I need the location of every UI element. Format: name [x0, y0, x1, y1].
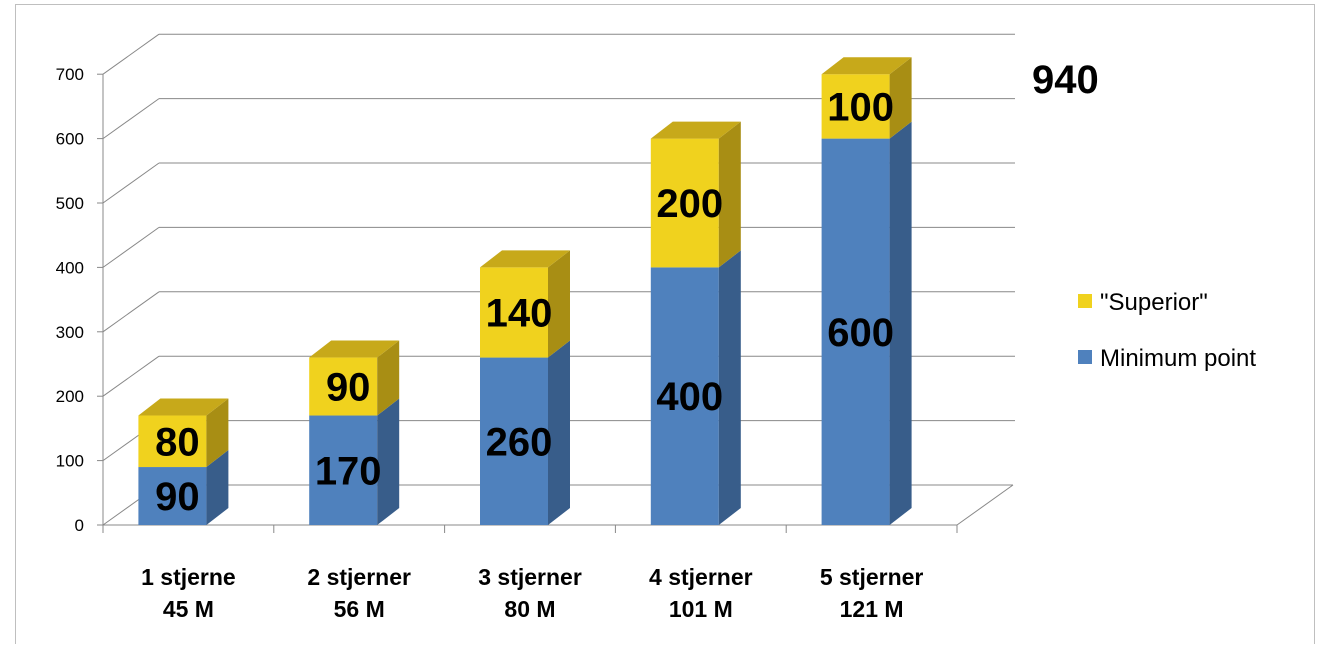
bar-front [138, 467, 207, 525]
bar-side [548, 340, 570, 525]
bar-side [206, 398, 229, 468]
data-labels: 90 80 170 90 260 140 400 200 600 100 [155, 85, 894, 519]
y-tick-label: 0 [75, 516, 84, 535]
x-category-label: 4 stjerner 101 M [649, 564, 753, 622]
bar-top [821, 57, 912, 75]
bar-front [821, 74, 890, 139]
grid-diagonal [102, 355, 160, 397]
x-category-label: 2 stjerner 56 M [307, 564, 411, 622]
bar-segment [480, 250, 570, 358]
legend-label-superior: "Superior" [1100, 289, 1208, 316]
bar-side [206, 450, 229, 525]
bar-front [309, 415, 378, 525]
data-label: 260 [486, 420, 553, 464]
bar-front [650, 267, 719, 525]
grid-diagonal [102, 226, 160, 268]
data-label: 80 [155, 420, 200, 464]
y-tick-label: 400 [56, 258, 84, 277]
x-axis: 1 stjerne 45 M 2 stjerner 56 M 3 stjerner 80 … [102, 525, 958, 622]
legend-swatch-superior [1078, 294, 1092, 308]
data-label: 90 [155, 475, 200, 519]
bar-segment [821, 121, 912, 525]
grid-diagonal [102, 162, 160, 204]
x-category-label: 5 stjerner 121 M [820, 564, 924, 622]
bar-side [718, 250, 741, 525]
data-label: 170 [315, 449, 382, 493]
data-label: 90 [326, 366, 371, 410]
bar-front [821, 138, 890, 525]
data-label: 200 [656, 182, 723, 226]
grid-diagonal [102, 33, 160, 75]
bar-front [309, 357, 378, 416]
data-label: 400 [656, 375, 723, 419]
legend-swatch-minimum [1078, 350, 1092, 364]
y-tick-label: 300 [56, 323, 84, 342]
data-label: 140 [486, 291, 553, 335]
bar-segment [821, 57, 912, 139]
bar-segment [138, 398, 229, 468]
data-label: 600 [827, 311, 894, 355]
data-label: 100 [827, 85, 894, 129]
total-annotation: 940 [1032, 58, 1099, 102]
y-tick-label: 600 [56, 130, 84, 149]
y-tick-label: 500 [56, 194, 84, 213]
bar-front [480, 357, 548, 525]
bar-top [480, 250, 570, 268]
grid-diagonal [102, 98, 160, 140]
bar-side [718, 121, 741, 268]
y-tick-label: 200 [56, 387, 84, 406]
bar-front [650, 138, 719, 268]
bar-top [309, 340, 400, 358]
y-tick-label: 700 [56, 65, 84, 84]
bar-segment [480, 340, 570, 525]
bar-side [377, 398, 400, 525]
bar-segment [309, 340, 400, 416]
grid-diagonal [102, 291, 160, 333]
bar-top [650, 121, 741, 139]
bar-front [480, 267, 548, 358]
bar-segment [138, 450, 229, 525]
bar-segment [650, 121, 741, 268]
bar-front [138, 415, 207, 468]
bar-segment [650, 250, 741, 525]
y-tick-label: 100 [56, 452, 84, 471]
x-category-label: 1 stjerne 45 M [141, 564, 236, 622]
bars [138, 57, 912, 525]
bar-side [889, 121, 912, 525]
legend: "Superior" Minimum point [1078, 289, 1256, 372]
y-axis: 0 100 200 300 400 500 600 700 [56, 65, 104, 535]
bar-top [138, 398, 229, 416]
chart-frame [15, 4, 1315, 644]
x-category-label: 3 stjerner 80 M [478, 564, 582, 622]
floor-right-edge [956, 484, 1014, 526]
bar-side [548, 250, 570, 358]
bar-side [889, 57, 912, 139]
legend-label-minimum: Minimum point [1100, 345, 1256, 372]
bar-side [377, 340, 400, 416]
bar-segment [309, 398, 400, 525]
